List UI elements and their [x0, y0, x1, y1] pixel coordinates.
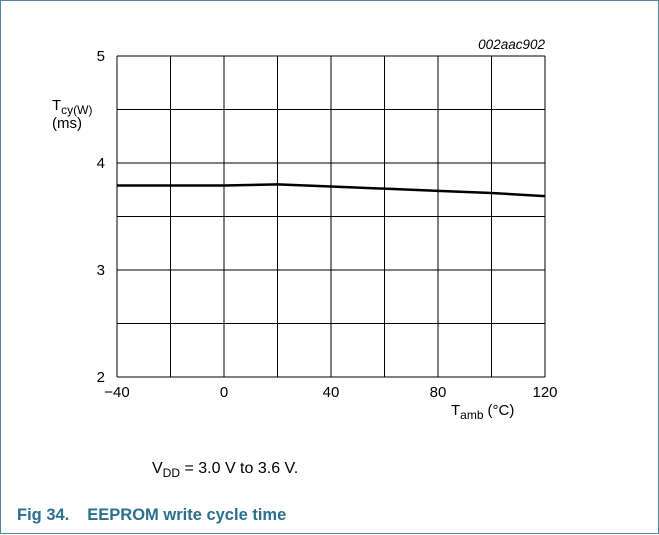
- chart-grid: [116, 55, 546, 378]
- figure-title: EEPROM write cycle time: [87, 506, 287, 524]
- series-line: [117, 183, 546, 198]
- x-axis-label: Tamb (°C): [451, 402, 514, 422]
- x-tick-label: 40: [323, 384, 340, 401]
- figure-caption: Fig 34. EEPROM write cycle time: [17, 506, 286, 525]
- supply-voltage-note: VDD = 3.0 V to 3.6 V.: [152, 460, 299, 481]
- x-tick-label: 120: [532, 384, 557, 401]
- y-tick-label: 5: [97, 48, 105, 65]
- figure-number: Fig 34.: [17, 506, 70, 524]
- x-tick-label: 0: [220, 384, 228, 401]
- chart-tick-labels: −40 0 40 80 120 2 3 4 5: [97, 48, 558, 401]
- x-tick-label: −40: [104, 384, 129, 401]
- y-axis-label: Tcy(W): [52, 97, 93, 117]
- y-axis-unit: (ms): [52, 115, 82, 132]
- chart-series: [117, 183, 546, 198]
- y-tick-label: 4: [97, 155, 105, 172]
- y-tick-label: 3: [97, 262, 105, 279]
- y-tick-label: 2: [97, 369, 105, 386]
- x-tick-label: 80: [430, 384, 447, 401]
- figure-id-label: 002aac902: [478, 37, 545, 52]
- figure-top-rule: [0, 0, 659, 1]
